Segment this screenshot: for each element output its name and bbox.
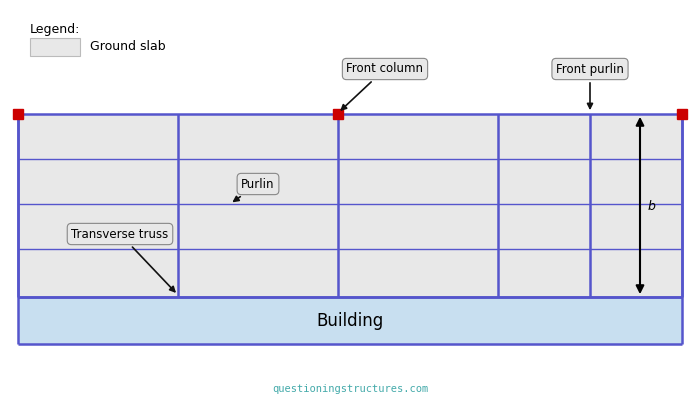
Text: Transverse truss: Transverse truss <box>71 227 175 292</box>
Bar <box>18 114 682 297</box>
Bar <box>18 297 682 344</box>
Text: Ground slab: Ground slab <box>90 40 166 53</box>
Text: b: b <box>648 200 656 213</box>
Text: Front column: Front column <box>342 63 423 110</box>
Text: questioningstructures.com: questioningstructures.com <box>272 384 428 394</box>
Text: Building: Building <box>316 311 384 330</box>
Bar <box>677 109 687 119</box>
Bar <box>30 38 80 56</box>
Bar <box>13 109 23 119</box>
Text: Front purlin: Front purlin <box>556 63 624 108</box>
Text: Legend:: Legend: <box>30 23 80 36</box>
Bar <box>333 109 343 119</box>
Text: Purlin: Purlin <box>234 177 274 201</box>
